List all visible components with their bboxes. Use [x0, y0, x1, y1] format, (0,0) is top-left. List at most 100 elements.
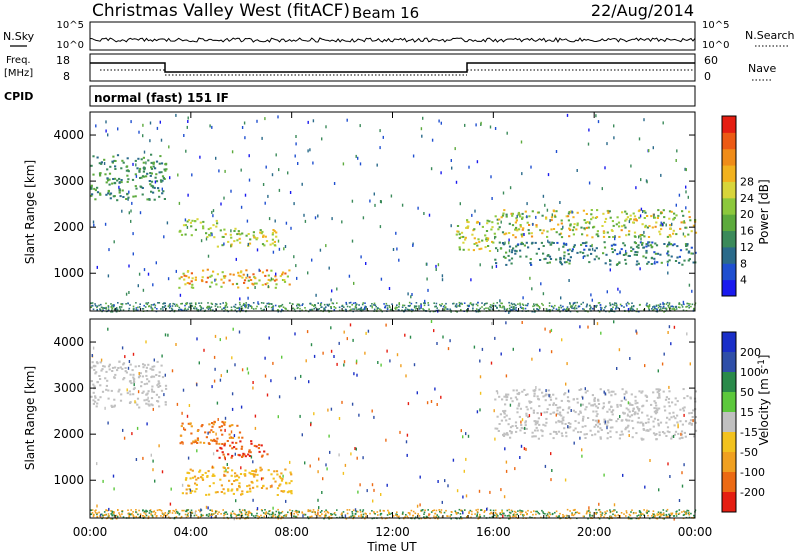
- scatter-cell: [414, 512, 417, 515]
- scatter-cell: [586, 304, 588, 307]
- scatter-cell: [209, 124, 211, 128]
- scatter-cell: [591, 307, 594, 310]
- scatter-cell: [99, 396, 102, 399]
- scatter-cell: [609, 259, 611, 262]
- scatter-cell: [458, 237, 461, 240]
- scatter-cell: [629, 415, 632, 418]
- scatter-cell: [262, 302, 265, 304]
- scatter-cell: [306, 330, 309, 334]
- scatter-cell: [657, 388, 660, 391]
- scatter-cell: [497, 249, 499, 252]
- scatter-cell: [135, 308, 137, 311]
- scatter-cell: [551, 241, 554, 244]
- scatter-cell: [365, 262, 367, 265]
- scatter-cell: [133, 308, 135, 311]
- scatter-cell: [150, 453, 152, 457]
- scatter-cell: [301, 309, 303, 312]
- scatter-cell: [293, 202, 295, 206]
- scatter-cell: [185, 303, 188, 306]
- scatter-cell: [502, 191, 505, 195]
- scatter-cell: [427, 302, 429, 304]
- scatter-cell: [681, 423, 684, 426]
- scatter-cell: [164, 305, 167, 307]
- scatter-cell: [213, 355, 216, 359]
- scatter-cell: [523, 432, 526, 434]
- scatter-cell: [187, 116, 189, 120]
- scatter-cell: [489, 509, 492, 511]
- scatter-cell: [639, 241, 642, 244]
- scatter-cell: [197, 477, 200, 480]
- scatter-cell: [231, 436, 234, 439]
- scatter-cell: [134, 400, 136, 404]
- scatter-cell: [187, 515, 189, 517]
- scatter-cell: [547, 514, 549, 517]
- scatter-cell: [364, 306, 366, 310]
- scatter-cell: [272, 361, 274, 365]
- scatter-cell: [464, 238, 467, 241]
- scatter-cell: [645, 304, 648, 306]
- scatter-cell: [396, 306, 398, 309]
- scatter-cell: [245, 305, 247, 308]
- scatter-cell: [649, 459, 651, 462]
- scatter-cell: [439, 510, 441, 513]
- scatter-cell: [209, 509, 211, 511]
- scatter-cell: [332, 302, 335, 305]
- scatter-cell: [346, 509, 349, 511]
- scatter-cell: [668, 241, 671, 244]
- scatter-cell: [533, 303, 535, 305]
- scatter-cell: [268, 217, 271, 221]
- scatter-cell: [451, 511, 453, 513]
- scatter-cell: [615, 306, 618, 308]
- scatter-cell: [576, 222, 579, 225]
- scatter-cell: [230, 483, 234, 486]
- scatter-cell: [93, 187, 96, 190]
- scatter-cell: [356, 456, 358, 460]
- scatter-cell: [568, 259, 571, 262]
- scatter-cell: [91, 302, 94, 304]
- scatter-cell: [460, 517, 463, 520]
- scatter-cell: [673, 325, 676, 329]
- scatter-cell: [481, 347, 484, 351]
- scatter-cell: [194, 305, 196, 308]
- scatter-cell: [574, 304, 577, 307]
- scatter-cell: [577, 431, 580, 434]
- scatter-cell: [96, 309, 98, 311]
- scatter-cell: [671, 513, 673, 516]
- scatter-cell: [426, 277, 428, 281]
- scatter-cell: [360, 306, 363, 309]
- scatter-cell: [245, 302, 247, 304]
- scatter-cell: [101, 513, 103, 516]
- scatter-cell: [256, 479, 259, 482]
- scatter-cell: [681, 471, 683, 475]
- scatter-cell: [668, 210, 672, 213]
- scatter-cell: [396, 304, 398, 306]
- scatter-cell: [131, 369, 134, 372]
- scatter-cell: [154, 513, 156, 516]
- scatter-cell: [202, 227, 205, 230]
- scatter-cell: [617, 418, 620, 420]
- scatter-cell: [648, 304, 651, 308]
- scatter-cell: [225, 468, 227, 472]
- scatter-cell: [323, 303, 326, 306]
- scatter-cell: [274, 275, 277, 278]
- scatter-cell: [132, 373, 135, 376]
- scatter-cell: [326, 467, 328, 471]
- scatter-cell: [666, 416, 669, 419]
- scatter-cell: [530, 235, 534, 238]
- scatter-cell: [259, 466, 262, 469]
- scatter-cell: [617, 287, 619, 291]
- scatter-cell: [333, 308, 336, 311]
- scatter-cell: [575, 307, 578, 310]
- scatter-cell: [121, 367, 124, 370]
- scatter-cell: [595, 247, 598, 250]
- scatter-cell: [115, 307, 118, 310]
- scatter-cell: [122, 161, 125, 164]
- scatter-cell: [330, 298, 332, 302]
- scatter-cell: [101, 368, 104, 371]
- scatter-cell: [516, 392, 519, 395]
- scatter-cell: [479, 375, 482, 379]
- scatter-cell: [687, 251, 690, 254]
- scatter-cell: [239, 303, 241, 306]
- scatter-cell: [624, 253, 627, 256]
- range-tick-label: 4000: [53, 335, 84, 349]
